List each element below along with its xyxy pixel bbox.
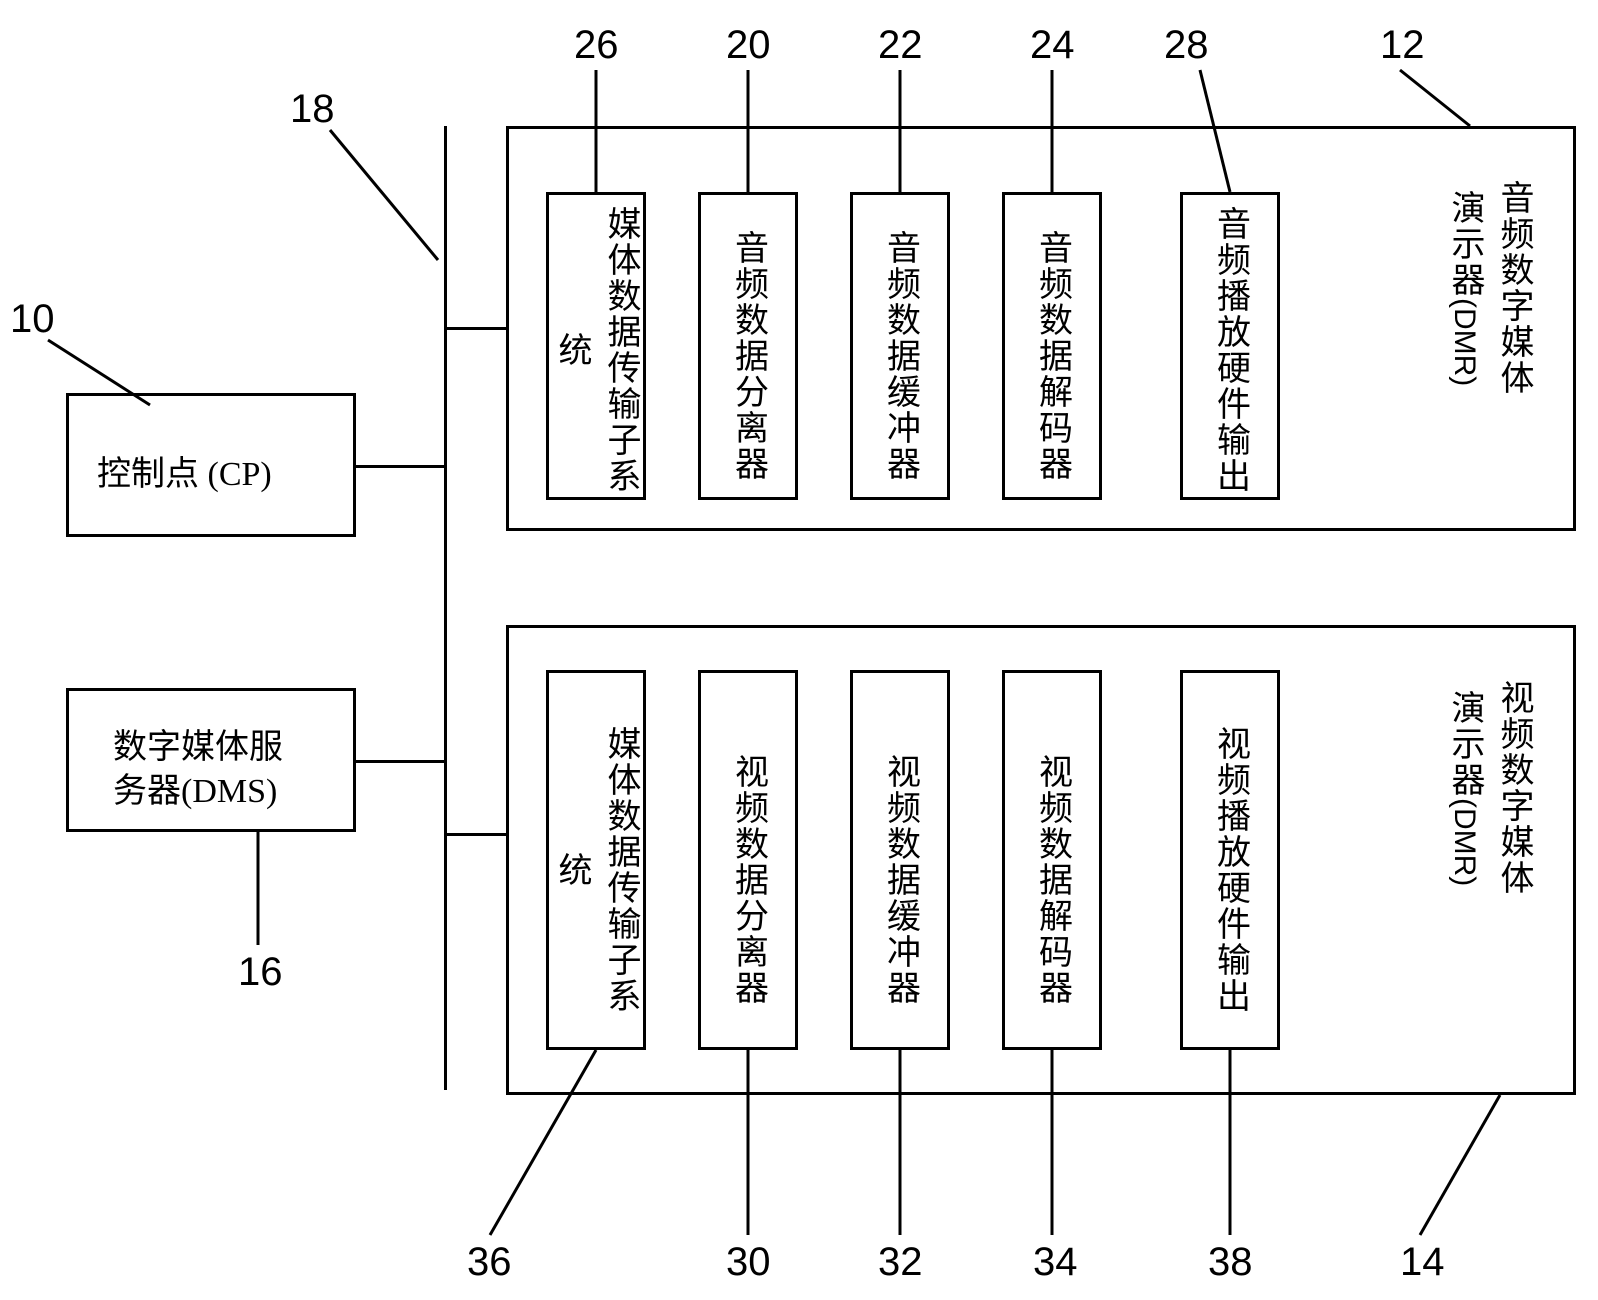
audio-block-28: 音频播放硬件输出 (1180, 192, 1280, 500)
v30-l1: 视频数据分离器 (724, 713, 773, 1047)
audio-block-24: 音频数据解码器 (1002, 192, 1102, 500)
callout-12: 12 (1380, 23, 1425, 68)
dms-label-l2: 务器(DMS) (113, 763, 277, 812)
callout-34: 34 (1033, 1240, 1078, 1285)
v32-l1: 视频数据缓冲器 (876, 713, 925, 1047)
video-block-38: 视频播放硬件输出 (1180, 670, 1280, 1050)
video-title-l2: 演示器(DMR) (1440, 680, 1489, 896)
callout-24: 24 (1030, 23, 1075, 68)
callout-28: 28 (1164, 23, 1209, 68)
v36-l1: 媒体数据传输子系 (596, 693, 645, 1047)
bus-to-audio (444, 327, 506, 330)
audio-block-26: 媒体数据传输子系 统 (546, 192, 646, 500)
audio-title-l2: 演示器(DMR) (1440, 180, 1489, 396)
v38-l1: 视频播放硬件输出 (1206, 693, 1255, 1047)
cp-label: 控制点 (CP) (97, 446, 272, 495)
diagram-canvas: 控制点 (CP) 数字媒体服 务器(DMS) 音频数字媒体 演示器(DMR) 媒… (0, 0, 1598, 1300)
video-block-36: 媒体数据传输子系 统 (546, 670, 646, 1050)
audio-block-20: 音频数据分离器 (698, 192, 798, 500)
video-block-32: 视频数据缓冲器 (850, 670, 950, 1050)
callout-18: 18 (290, 87, 335, 132)
video-block-34: 视频数据解码器 (1002, 670, 1102, 1050)
a28-l1: 音频播放硬件输出 (1206, 203, 1255, 497)
callout-14: 14 (1400, 1240, 1445, 1285)
video-block-30: 视频数据分离器 (698, 670, 798, 1050)
a26-l2: 统 (547, 203, 596, 497)
bus-vertical (444, 126, 447, 1090)
callout-16: 16 (238, 950, 283, 995)
callout-36: 36 (467, 1240, 512, 1285)
callout-20: 20 (726, 23, 771, 68)
callout-38: 38 (1208, 1240, 1253, 1285)
v36-l2: 统 (547, 693, 596, 1047)
callout-10: 10 (10, 297, 55, 342)
bus-to-cp (356, 465, 444, 468)
audio-dmr-title: 音频数字媒体 演示器(DMR) (1440, 180, 1538, 396)
audio-block-22: 音频数据缓冲器 (850, 192, 950, 500)
audio-title-l1: 音频数字媒体 (1489, 180, 1538, 396)
a24-l1: 音频数据解码器 (1028, 215, 1077, 497)
callout-30: 30 (726, 1240, 771, 1285)
v34-l1: 视频数据解码器 (1028, 713, 1077, 1047)
bus-to-dms (356, 760, 444, 763)
cp-box: 控制点 (CP) (66, 393, 356, 537)
bus-to-video (444, 833, 506, 836)
a22-l1: 音频数据缓冲器 (876, 215, 925, 497)
a26-l1: 媒体数据传输子系 (596, 203, 645, 497)
callout-26: 26 (574, 23, 619, 68)
callout-32: 32 (878, 1240, 923, 1285)
a20-l1: 音频数据分离器 (724, 215, 773, 497)
video-dmr-title: 视频数字媒体 演示器(DMR) (1440, 680, 1538, 896)
dms-box: 数字媒体服 务器(DMS) (66, 688, 356, 832)
video-title-l1: 视频数字媒体 (1489, 680, 1538, 896)
dms-label-l1: 数字媒体服 (113, 719, 283, 768)
callout-22: 22 (878, 23, 923, 68)
